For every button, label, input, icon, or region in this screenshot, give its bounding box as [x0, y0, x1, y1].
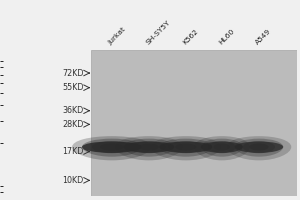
- Ellipse shape: [201, 139, 243, 157]
- Ellipse shape: [100, 143, 124, 151]
- Ellipse shape: [226, 136, 291, 160]
- Text: 72KD: 72KD: [62, 69, 84, 78]
- Ellipse shape: [168, 141, 203, 153]
- Text: HL60: HL60: [218, 28, 236, 46]
- Ellipse shape: [124, 141, 174, 153]
- Ellipse shape: [235, 141, 283, 153]
- Ellipse shape: [194, 136, 250, 160]
- Ellipse shape: [139, 143, 159, 151]
- Text: Jurkat: Jurkat: [107, 26, 127, 46]
- Ellipse shape: [214, 143, 230, 151]
- Ellipse shape: [201, 141, 243, 153]
- Ellipse shape: [159, 139, 212, 157]
- Text: 10KD: 10KD: [63, 176, 84, 185]
- Text: 36KD: 36KD: [63, 106, 84, 115]
- Ellipse shape: [115, 136, 183, 160]
- Ellipse shape: [72, 136, 152, 160]
- Text: 28KD: 28KD: [62, 120, 84, 129]
- Ellipse shape: [151, 136, 221, 160]
- Ellipse shape: [132, 141, 166, 153]
- Ellipse shape: [249, 143, 268, 151]
- Ellipse shape: [124, 139, 174, 157]
- Ellipse shape: [208, 141, 236, 153]
- Text: 17KD: 17KD: [62, 147, 84, 156]
- Ellipse shape: [159, 141, 212, 153]
- Ellipse shape: [243, 141, 275, 153]
- Text: A549: A549: [255, 28, 272, 46]
- Ellipse shape: [235, 139, 283, 157]
- Ellipse shape: [82, 141, 142, 153]
- Ellipse shape: [92, 141, 132, 153]
- Text: 55KD: 55KD: [62, 83, 84, 92]
- Ellipse shape: [82, 139, 142, 157]
- Bar: [91, 50, 297, 196]
- Text: K562: K562: [182, 28, 199, 46]
- Text: SH-SY5Y: SH-SY5Y: [145, 19, 171, 46]
- Ellipse shape: [175, 143, 196, 151]
